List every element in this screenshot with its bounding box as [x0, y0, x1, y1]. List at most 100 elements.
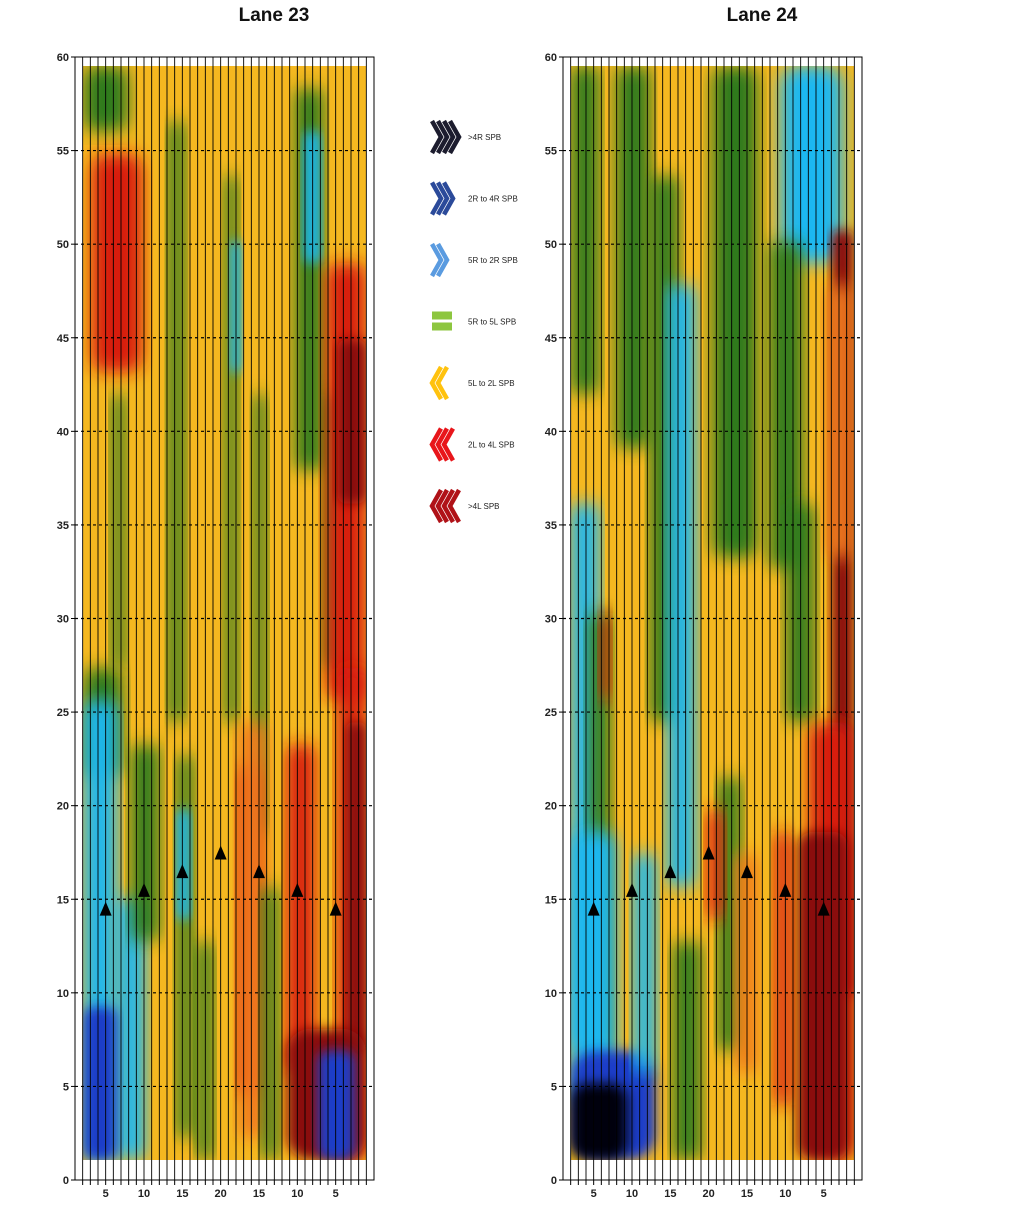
x-tick-label: 15	[253, 1188, 265, 1200]
lane-23-title: Lane 23	[239, 5, 310, 26]
heat-region	[167, 120, 185, 723]
y-tick-label: 30	[545, 614, 557, 626]
legend-label: >4R SPB	[468, 133, 501, 142]
x-tick-label: 10	[138, 1188, 150, 1200]
y-tick-label: 60	[57, 52, 69, 64]
y-tick-label: 35	[545, 520, 557, 532]
y-tick-label: 40	[57, 426, 69, 438]
y-tick-label: 45	[57, 333, 69, 345]
y-tick-label: 55	[57, 146, 69, 158]
legend-item: 5L to 2L SPB	[429, 365, 515, 401]
y-tick-label: 50	[57, 239, 69, 251]
equals-icon	[432, 311, 452, 331]
target-arrow-marker	[214, 845, 227, 860]
legend-item: >4R SPB	[430, 119, 501, 155]
target-arrow-marker	[741, 864, 753, 879]
double-chevron-right-icon	[430, 181, 456, 216]
lane-23-y-axis: 0 5 10 15 20 25 30 35 40 45 50 55 60	[57, 52, 75, 1187]
lane-23-target-arrows	[99, 845, 342, 916]
target-arrow-marker	[138, 882, 150, 897]
lane-24-frame	[562, 56, 863, 1181]
lane-23-x-axis: 5 10 15 20 15 10 5	[82, 1180, 367, 1200]
legend: >4R SPB 2R to 4R SPB 5R to 2R SPB 5R to 5L …	[429, 119, 518, 524]
heat-region	[672, 941, 702, 1160]
double-chevron-left-icon	[429, 427, 455, 462]
heat-region	[571, 66, 600, 395]
heat-region	[706, 809, 724, 920]
y-tick-label: 25	[545, 707, 557, 719]
lane-24-y-axis: 0 5 10 15 20 25 30 35 40 45 50 55 60	[545, 52, 563, 1187]
heat-region	[616, 66, 651, 449]
target-arrow-marker	[664, 864, 677, 879]
heat-region	[131, 744, 160, 942]
chevron-left-icon	[429, 365, 449, 401]
y-tick-label: 10	[57, 988, 69, 1000]
heat-region	[337, 339, 366, 504]
lane-24-target-arrows	[587, 845, 830, 916]
target-arrow-marker	[329, 901, 342, 916]
heat-region	[599, 613, 611, 701]
lane-24-chart: Lane 24 0 5 10 15 20 25 30 35 40 45 50 55 60 5 10 15 20…	[545, 5, 863, 1200]
heat-region	[116, 897, 146, 1160]
x-tick-label: 20	[703, 1188, 715, 1200]
triple-chevron-right-icon	[430, 119, 462, 155]
target-arrow-marker	[587, 901, 600, 916]
heat-region	[91, 153, 143, 373]
target-arrow-marker	[99, 901, 112, 916]
heat-region	[176, 809, 191, 920]
heat-region	[317, 1050, 355, 1160]
heat-region	[797, 831, 849, 1160]
target-arrow-marker	[626, 882, 638, 897]
heat-region	[286, 744, 316, 1073]
heat-region	[111, 394, 126, 668]
x-tick-label: 5	[821, 1188, 827, 1200]
legend-label: >4L SPB	[468, 502, 500, 511]
heat-region	[780, 66, 843, 263]
x-tick-label: 15	[741, 1188, 753, 1200]
target-arrow-marker	[817, 901, 830, 916]
heat-region	[774, 831, 792, 1106]
y-tick-label: 25	[57, 707, 69, 719]
lane-23-heat-field	[83, 66, 366, 1160]
heat-region	[261, 886, 279, 1160]
y-tick-label: 40	[545, 426, 557, 438]
y-tick-label: 15	[545, 894, 557, 906]
heat-region	[633, 853, 656, 1073]
y-tick-label: 0	[63, 1175, 69, 1187]
legend-label: 2R to 4R SPB	[468, 195, 518, 204]
target-arrow-marker	[779, 882, 792, 897]
x-tick-label: 15	[664, 1188, 676, 1200]
heat-region	[571, 1083, 628, 1160]
y-tick-label: 10	[545, 988, 557, 1000]
y-tick-label: 20	[57, 801, 69, 813]
triple-chevron-left-icon	[429, 488, 461, 524]
legend-item: 5R to 5L SPB	[432, 311, 516, 331]
heat-region	[238, 722, 267, 1139]
lane-24-heat-field	[571, 66, 854, 1160]
x-tick-label: 5	[591, 1188, 597, 1200]
y-tick-label: 5	[63, 1081, 69, 1093]
x-tick-label: 20	[215, 1188, 227, 1200]
y-tick-label: 0	[551, 1175, 557, 1187]
x-tick-label: 5	[333, 1188, 339, 1200]
y-tick-label: 60	[545, 52, 557, 64]
heat-region	[83, 1006, 117, 1160]
chevron-right-icon	[430, 242, 450, 278]
y-tick-label: 55	[545, 146, 557, 158]
heat-region	[735, 853, 758, 1073]
legend-item: 5R to 2R SPB	[430, 242, 518, 278]
legend-item: >4L SPB	[429, 488, 500, 524]
legend-label: 5L to 2L SPB	[468, 379, 515, 388]
legend-label: 5R to 2R SPB	[468, 256, 518, 265]
heat-region	[825, 284, 854, 559]
legend-label: 5R to 5L SPB	[468, 318, 516, 327]
heat-region	[346, 722, 366, 1051]
lane-23-chart: Lane 23 0 5 10 15 20 25 30 35 40 45 50 55 60 5 10 15 20…	[57, 5, 375, 1200]
y-tick-label: 30	[57, 614, 69, 626]
y-tick-label: 45	[545, 333, 557, 345]
x-tick-label: 10	[779, 1188, 791, 1200]
heat-region	[712, 66, 758, 559]
target-arrow-marker	[253, 864, 265, 879]
lane-24-x-axis: 5 10 15 20 15 10 5	[570, 1180, 855, 1200]
heat-region	[667, 284, 696, 887]
